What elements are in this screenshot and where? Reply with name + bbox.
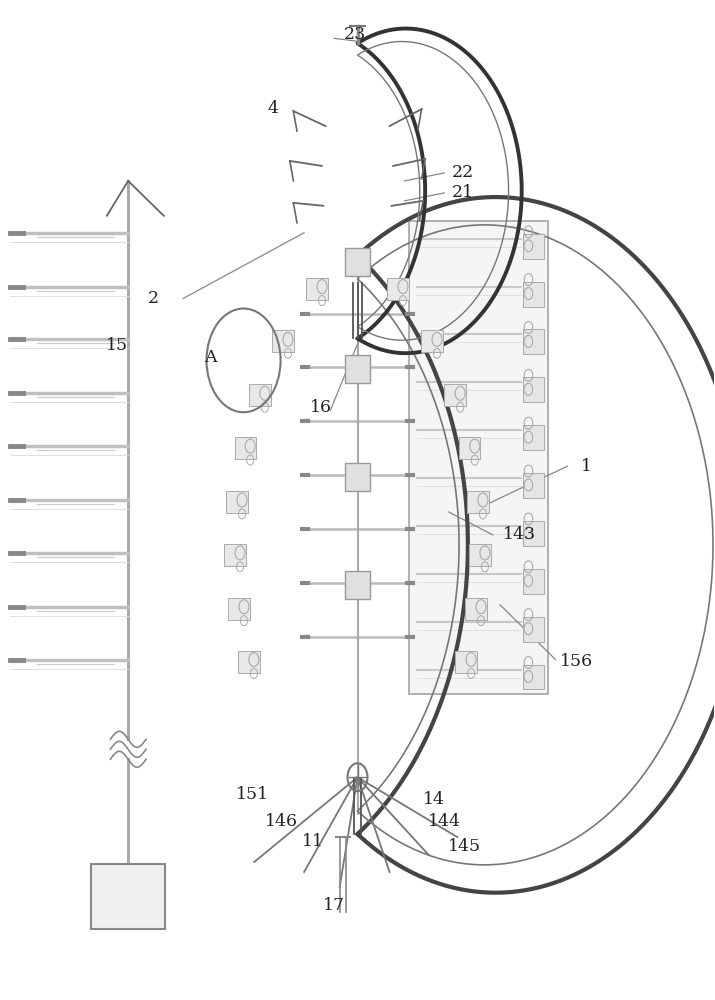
FancyBboxPatch shape bbox=[345, 571, 370, 599]
FancyBboxPatch shape bbox=[91, 864, 165, 929]
Text: 16: 16 bbox=[310, 399, 332, 416]
FancyBboxPatch shape bbox=[467, 491, 488, 513]
Text: 1: 1 bbox=[581, 458, 592, 475]
FancyBboxPatch shape bbox=[523, 617, 544, 642]
FancyBboxPatch shape bbox=[523, 473, 544, 498]
Text: 11: 11 bbox=[302, 833, 324, 850]
Text: 22: 22 bbox=[452, 164, 474, 181]
FancyBboxPatch shape bbox=[469, 544, 490, 566]
Text: 23: 23 bbox=[344, 26, 367, 43]
FancyBboxPatch shape bbox=[249, 384, 270, 406]
Text: 143: 143 bbox=[503, 526, 536, 543]
FancyBboxPatch shape bbox=[345, 355, 370, 383]
FancyBboxPatch shape bbox=[523, 425, 544, 450]
FancyBboxPatch shape bbox=[445, 384, 466, 406]
FancyBboxPatch shape bbox=[421, 330, 443, 352]
FancyBboxPatch shape bbox=[523, 329, 544, 354]
FancyBboxPatch shape bbox=[523, 569, 544, 594]
FancyBboxPatch shape bbox=[523, 377, 544, 402]
Text: A: A bbox=[204, 349, 217, 366]
Text: 17: 17 bbox=[323, 897, 345, 914]
FancyBboxPatch shape bbox=[410, 221, 548, 694]
Text: 145: 145 bbox=[448, 838, 481, 855]
FancyBboxPatch shape bbox=[345, 248, 370, 276]
FancyBboxPatch shape bbox=[523, 234, 544, 259]
Text: 2: 2 bbox=[147, 290, 159, 307]
Text: 151: 151 bbox=[236, 786, 270, 803]
FancyBboxPatch shape bbox=[227, 491, 248, 513]
FancyBboxPatch shape bbox=[306, 278, 327, 300]
FancyBboxPatch shape bbox=[523, 665, 544, 689]
FancyBboxPatch shape bbox=[388, 278, 409, 300]
FancyBboxPatch shape bbox=[523, 282, 544, 307]
FancyBboxPatch shape bbox=[465, 598, 487, 620]
FancyBboxPatch shape bbox=[225, 544, 246, 566]
FancyBboxPatch shape bbox=[238, 651, 260, 673]
FancyBboxPatch shape bbox=[235, 437, 256, 459]
Text: 156: 156 bbox=[561, 653, 593, 670]
Text: 4: 4 bbox=[268, 100, 279, 117]
FancyBboxPatch shape bbox=[228, 598, 250, 620]
Text: 15: 15 bbox=[106, 337, 128, 354]
Text: 144: 144 bbox=[428, 813, 461, 830]
FancyBboxPatch shape bbox=[455, 651, 477, 673]
FancyBboxPatch shape bbox=[345, 463, 370, 491]
FancyBboxPatch shape bbox=[459, 437, 480, 459]
Text: 14: 14 bbox=[423, 791, 445, 808]
Text: 21: 21 bbox=[452, 184, 474, 201]
Text: 146: 146 bbox=[265, 813, 297, 830]
FancyBboxPatch shape bbox=[523, 521, 544, 546]
FancyBboxPatch shape bbox=[272, 330, 294, 352]
